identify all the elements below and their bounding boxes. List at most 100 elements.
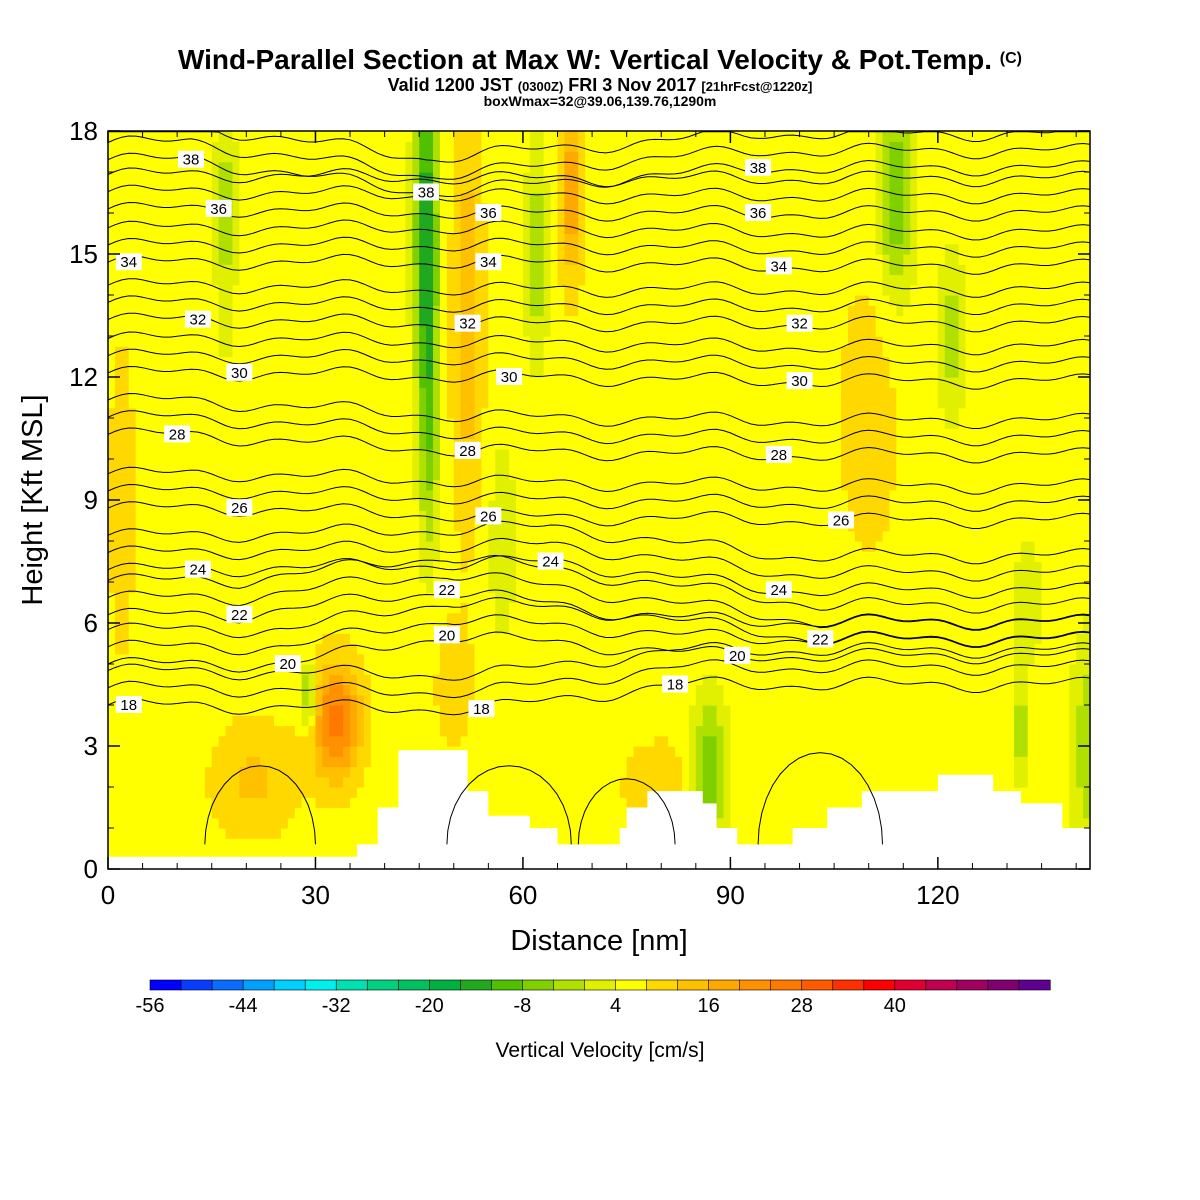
w-cell bbox=[516, 233, 524, 245]
w-cell bbox=[377, 131, 386, 142]
w-cell bbox=[495, 612, 503, 624]
w-cell bbox=[419, 551, 427, 563]
w-cell bbox=[156, 571, 164, 583]
w-cell bbox=[170, 407, 178, 419]
w-cell bbox=[177, 274, 185, 286]
w-cell bbox=[543, 674, 552, 686]
w-cell bbox=[412, 561, 420, 573]
w-cell bbox=[239, 623, 247, 634]
w-cell bbox=[225, 213, 234, 224]
w-cell bbox=[557, 151, 566, 163]
w-cell bbox=[350, 459, 358, 470]
w-cell bbox=[502, 141, 510, 153]
w-cell bbox=[308, 192, 317, 204]
w-cell bbox=[273, 530, 282, 542]
w-cell bbox=[571, 674, 579, 686]
w-cell bbox=[149, 418, 158, 429]
w-cell bbox=[287, 438, 296, 450]
w-cell bbox=[377, 387, 386, 399]
w-cell bbox=[267, 510, 275, 522]
w-cell bbox=[363, 500, 372, 511]
w-cell bbox=[163, 500, 171, 511]
w-cell bbox=[398, 633, 406, 645]
w-cell bbox=[156, 213, 164, 224]
w-cell bbox=[370, 233, 379, 245]
w-cell bbox=[343, 766, 351, 778]
w-cell bbox=[177, 479, 185, 491]
w-cell bbox=[308, 623, 317, 634]
w-cell bbox=[516, 284, 524, 296]
w-cell bbox=[446, 602, 455, 614]
w-cell bbox=[439, 387, 448, 399]
w-cell bbox=[204, 243, 213, 255]
w-cell bbox=[495, 756, 503, 768]
w-cell bbox=[363, 807, 372, 819]
w-cell bbox=[391, 366, 400, 378]
w-cell bbox=[308, 838, 317, 850]
w-cell bbox=[204, 828, 213, 839]
w-cell bbox=[516, 459, 524, 470]
w-cell bbox=[177, 746, 185, 757]
w-cell bbox=[225, 131, 234, 142]
w-cell bbox=[412, 172, 420, 183]
w-cell bbox=[453, 243, 462, 255]
w-cell bbox=[163, 735, 171, 747]
w-cell bbox=[474, 397, 483, 409]
w-cell bbox=[273, 725, 282, 737]
w-cell bbox=[350, 264, 358, 276]
w-cell bbox=[294, 182, 303, 194]
w-cell bbox=[453, 510, 462, 522]
w-cell bbox=[495, 223, 503, 235]
w-cell bbox=[474, 612, 483, 624]
w-cell bbox=[301, 223, 310, 235]
w-cell bbox=[267, 141, 275, 153]
w-cell bbox=[163, 756, 171, 768]
w-cell bbox=[280, 284, 289, 296]
w-cell bbox=[170, 694, 178, 706]
w-cell bbox=[190, 141, 199, 153]
w-cell bbox=[135, 172, 144, 183]
w-cell bbox=[142, 459, 151, 470]
w-cell bbox=[578, 582, 586, 593]
w-cell bbox=[253, 807, 261, 819]
w-cell bbox=[184, 500, 192, 511]
w-cell bbox=[301, 192, 310, 204]
w-cell bbox=[177, 377, 185, 388]
w-cell bbox=[267, 776, 275, 788]
w-cell bbox=[211, 510, 220, 522]
w-cell bbox=[336, 243, 344, 255]
w-cell bbox=[550, 776, 559, 788]
w-cell bbox=[391, 418, 400, 429]
w-cell bbox=[156, 694, 164, 706]
w-cell bbox=[578, 684, 586, 696]
w-cell bbox=[114, 674, 123, 686]
w-cell bbox=[218, 192, 227, 204]
w-cell bbox=[287, 397, 296, 409]
w-cell bbox=[350, 172, 358, 183]
w-cell bbox=[564, 664, 572, 675]
w-cell bbox=[260, 797, 268, 809]
w-cell bbox=[322, 582, 330, 593]
w-cell bbox=[211, 664, 220, 675]
w-cell bbox=[350, 756, 358, 768]
w-cell bbox=[315, 213, 323, 224]
w-cell bbox=[149, 746, 158, 757]
w-cell bbox=[170, 213, 178, 224]
w-cell bbox=[267, 797, 275, 809]
w-cell bbox=[211, 817, 220, 829]
w-cell bbox=[294, 612, 303, 624]
w-cell bbox=[329, 541, 337, 552]
w-cell bbox=[211, 469, 220, 481]
w-cell bbox=[329, 243, 337, 255]
w-cell bbox=[142, 551, 151, 563]
w-cell bbox=[419, 592, 427, 604]
w-cell bbox=[232, 571, 240, 583]
w-cell bbox=[336, 459, 344, 470]
w-cell bbox=[170, 623, 178, 634]
w-cell bbox=[301, 284, 310, 296]
w-cell bbox=[128, 161, 137, 173]
w-cell bbox=[114, 828, 123, 839]
w-cell bbox=[543, 315, 552, 327]
w-cell bbox=[280, 756, 289, 768]
w-cell bbox=[391, 336, 400, 347]
